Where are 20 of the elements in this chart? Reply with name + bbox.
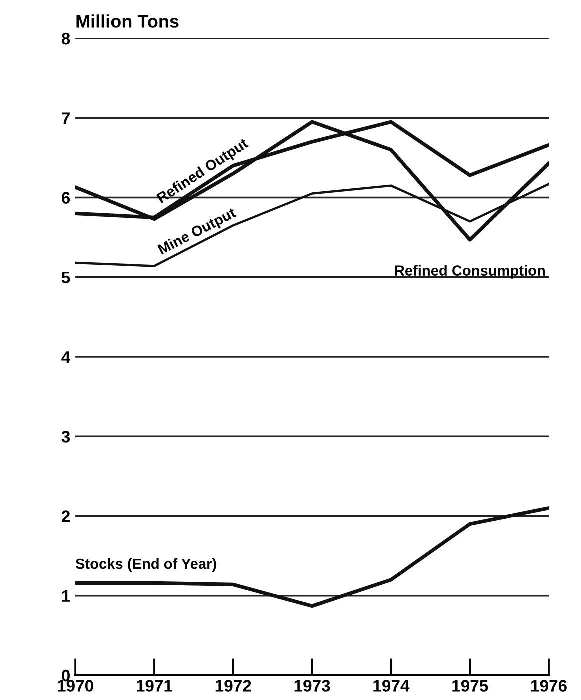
x-tick-label: 1971 bbox=[136, 680, 173, 692]
x-tick-label: 1972 bbox=[216, 680, 252, 692]
y-tick-label: 7 bbox=[62, 112, 70, 124]
y-tick-label: 3 bbox=[62, 431, 70, 443]
y-axis-title: Million Tons bbox=[76, 14, 179, 28]
y-tick-label: 5 bbox=[62, 272, 70, 284]
text: Refined Consumption bbox=[395, 265, 545, 279]
x-tick-label: 1976 bbox=[532, 680, 567, 692]
line-series bbox=[76, 506, 550, 608]
x-tick-label: 1973 bbox=[294, 680, 330, 692]
y-tick-label: 6 bbox=[62, 192, 70, 204]
x-tick-label: 1970 bbox=[58, 680, 94, 692]
y-tick-label: 0 bbox=[62, 670, 70, 682]
y-tick-label: 2 bbox=[62, 510, 70, 522]
y-tick-label: 1 bbox=[62, 590, 70, 602]
y-tick-label: 8 bbox=[62, 32, 70, 45]
x-tick-label: 1974 bbox=[374, 680, 410, 692]
series-label: Stocks (End of Year) bbox=[76, 558, 216, 572]
y-tick-label: 4 bbox=[62, 352, 71, 364]
x-tick-label: 1975 bbox=[452, 680, 488, 692]
